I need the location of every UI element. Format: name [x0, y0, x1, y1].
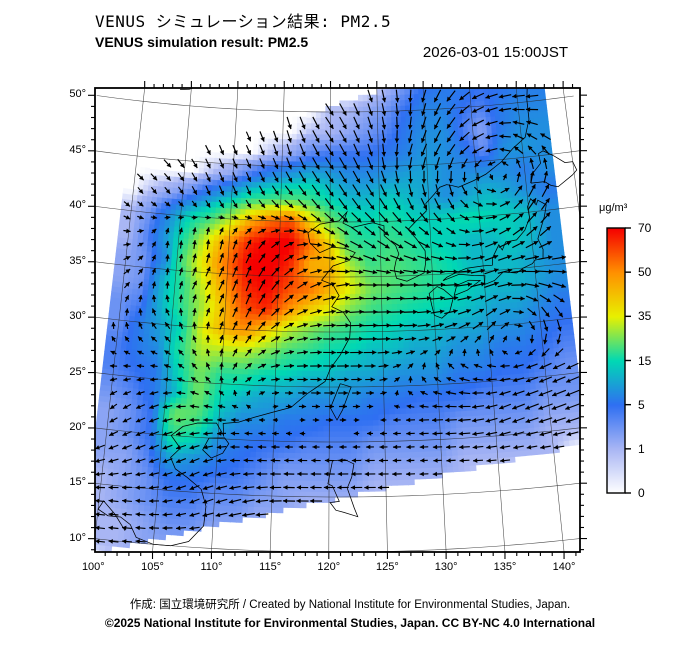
lon-tick-label: 140° — [552, 561, 576, 573]
lon-tick-label: 115° — [259, 561, 282, 573]
colorbar-tick-label: 0 — [638, 486, 645, 500]
page-title-english: VENUS simulation result: PM2.5 — [95, 34, 309, 50]
colorbar-tick-label: 35 — [638, 309, 652, 324]
map-plot-canvas — [0, 0, 700, 585]
colorbar-tick-label: 1 — [638, 441, 645, 456]
lat-tick-label: 30° — [69, 310, 86, 323]
page-title-japanese: VENUS シミュレーション結果: PM2.5 — [95, 12, 392, 31]
lat-tick-label: 15° — [69, 476, 86, 489]
lat-tick-label: 35° — [69, 254, 86, 267]
lat-tick-label: 45° — [69, 143, 86, 156]
credit-line-2: ©2025 National Institute for Environment… — [104, 616, 596, 630]
timestamp-label: 2026-03-01 15:00JST — [422, 44, 568, 61]
lat-tick-label: 40° — [69, 199, 86, 212]
lon-tick-label: 120° — [317, 561, 341, 573]
credit-line-1: 作成: 国立環境研究所 / Created by National Instit… — [129, 599, 571, 611]
lat-tick-label: 25° — [69, 365, 86, 378]
lon-tick-label: 100° — [81, 561, 105, 573]
colorbar-tick-label: 50 — [638, 265, 652, 280]
lat-tick-label: 10° — [69, 531, 86, 544]
lon-tick-label: 130° — [434, 561, 458, 573]
colorbar-tick-label: 15 — [638, 353, 652, 368]
lon-tick-label: 110° — [200, 561, 223, 573]
lat-tick-label: 50° — [69, 88, 86, 101]
colorbar-tick-label: 70 — [638, 221, 652, 235]
lon-tick-label: 105° — [141, 561, 164, 573]
colorbar-tick-label: 5 — [638, 397, 645, 412]
lon-tick-label: 135° — [493, 561, 517, 573]
lon-tick-label: 125° — [376, 561, 399, 573]
colorbar-unit-label: μg/m³ — [599, 202, 628, 214]
lat-tick-label: 20° — [69, 420, 86, 433]
